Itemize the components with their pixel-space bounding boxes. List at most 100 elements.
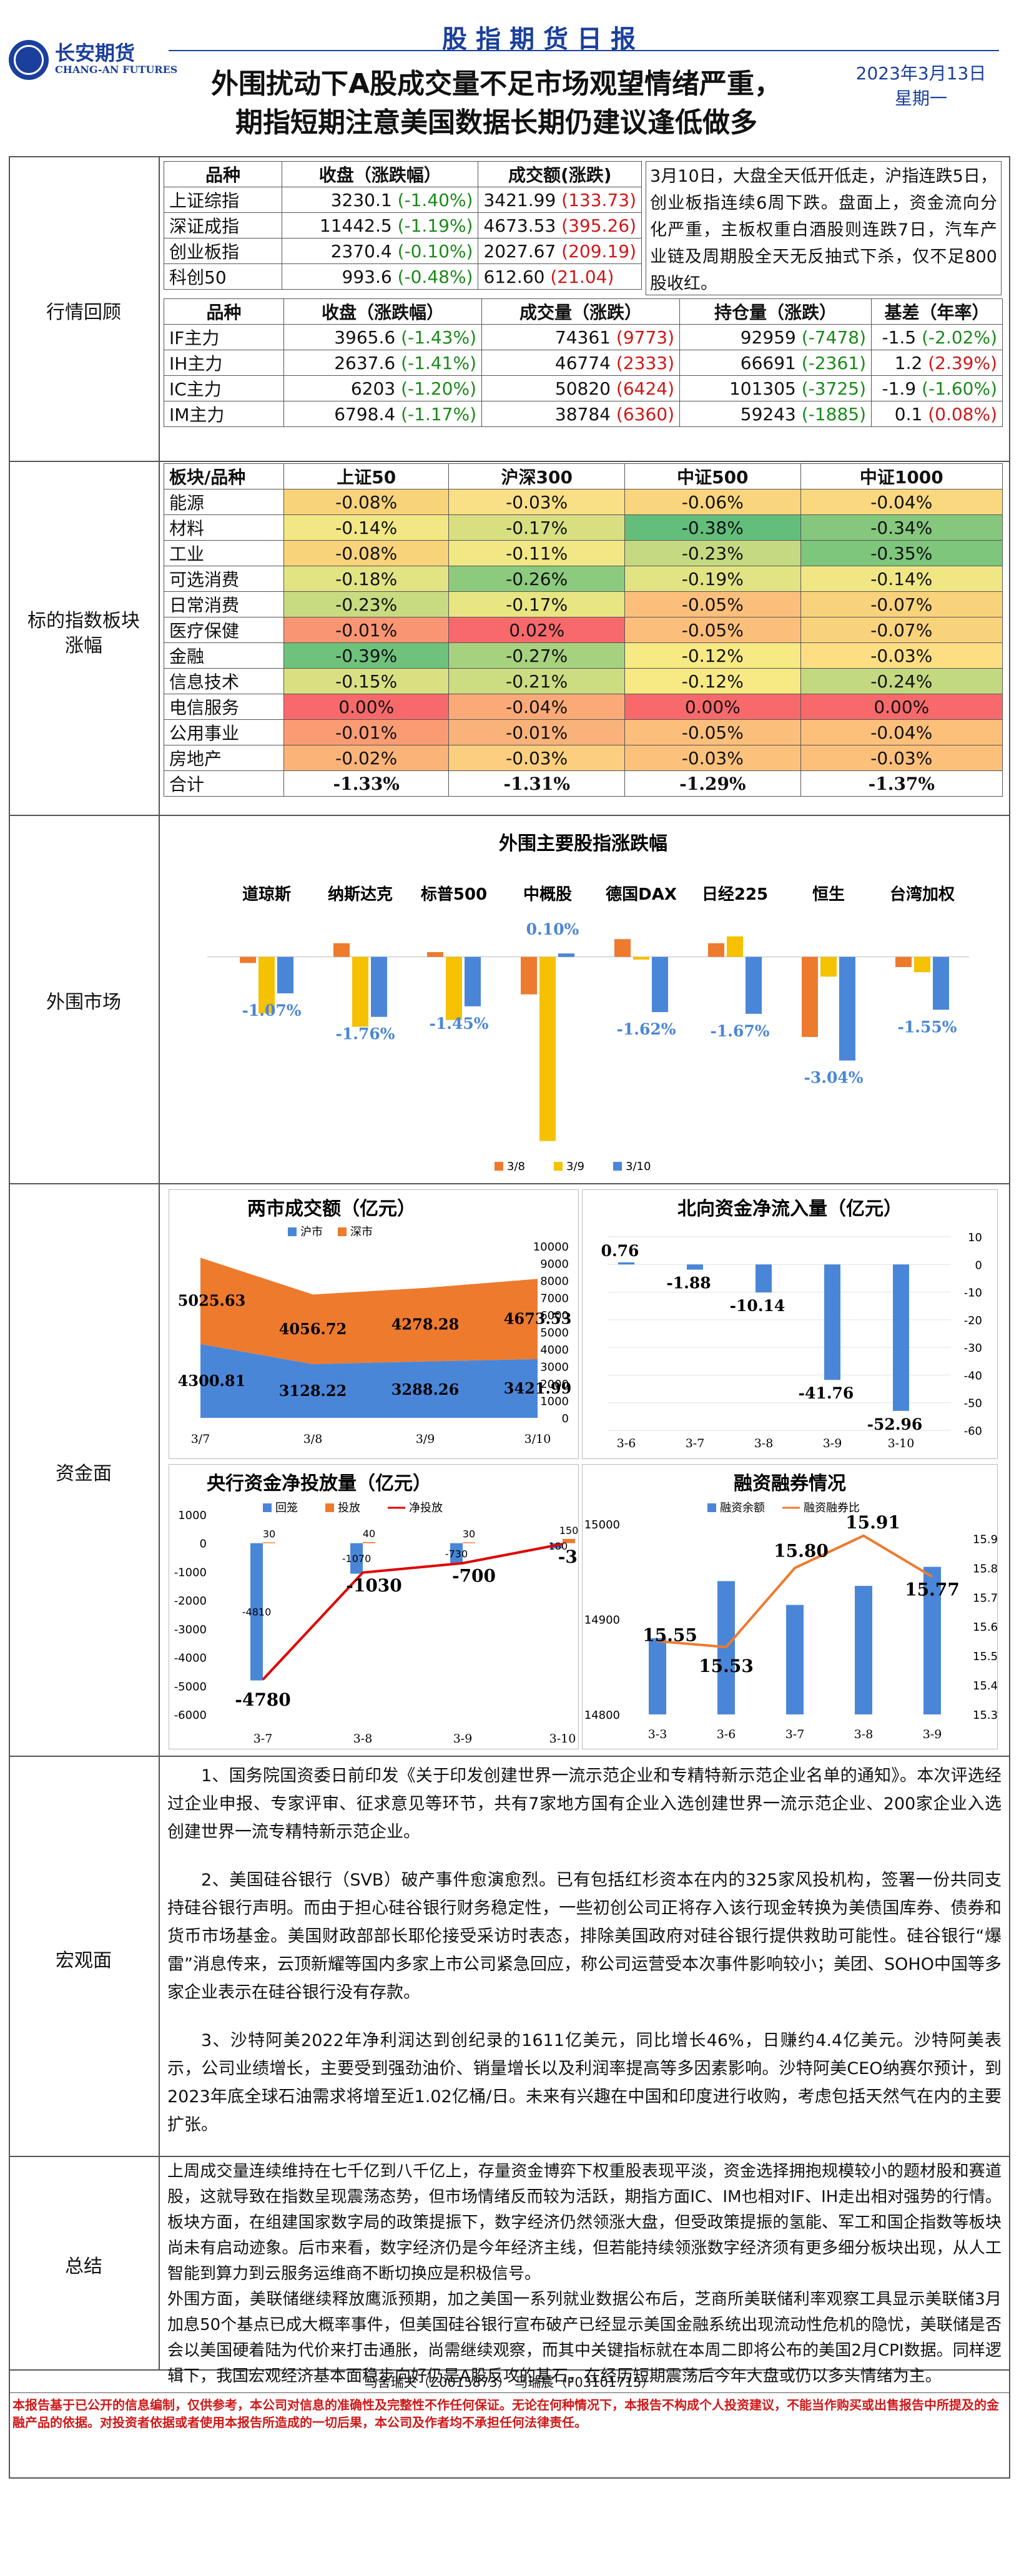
- sector-cell: -0.19%: [624, 566, 801, 592]
- x-tick-label: 3-3: [648, 1728, 667, 1741]
- turnover-chart-panel: 两市成交额（亿元） 0 1000 2000 3000 4000 5000 6000 7000 80…: [169, 1189, 579, 1459]
- sector-cell: -0.39%: [283, 642, 450, 669]
- footer-divider: [10, 2392, 1009, 2393]
- row-label: 深证成指: [163, 212, 283, 238]
- x-tick-label: 3-7: [686, 1437, 705, 1450]
- bar-3/10: [839, 956, 855, 1061]
- y-tick-label: -50: [964, 1397, 982, 1410]
- sector-cell: 0.00%: [624, 694, 801, 720]
- change-value: (-1.60%): [922, 378, 997, 399]
- category-label: 日经225: [702, 885, 768, 904]
- change-value: (6360): [616, 403, 674, 425]
- analyst-line: 马舍瑞夫（Z0015873） 马瑞宸（F03101715）: [364, 2375, 655, 2390]
- data-label: -52.96: [867, 1415, 923, 1433]
- change-value: (395.26): [561, 215, 636, 236]
- data-label: -4780: [235, 1689, 291, 1710]
- sector-cell: -0.07%: [800, 617, 1003, 643]
- x-tick-label: 3-6: [717, 1728, 736, 1741]
- legend-label: 3/9: [566, 1160, 584, 1173]
- line-净投放: [262, 1543, 563, 1681]
- data-label: 5025.63: [178, 1292, 246, 1310]
- section-label-funds: 资金面: [56, 1463, 112, 1485]
- sector-cell: -0.27%: [448, 642, 626, 669]
- y-tick-label: -2000: [174, 1595, 207, 1608]
- column-header: 收盘（涨跌幅）: [282, 161, 479, 187]
- change-value: (2.39%): [928, 352, 997, 373]
- column-header: 品种: [163, 161, 283, 187]
- x-tick-label: 3/7: [191, 1432, 210, 1446]
- bar-3/8: [614, 939, 631, 957]
- y-tick-label: 1000: [178, 1509, 207, 1522]
- data-label: -1.67%: [710, 1022, 769, 1040]
- y-tick-label: 0: [562, 1412, 569, 1425]
- legend-label: 沪市: [300, 1226, 323, 1239]
- legend-label: 净投放: [409, 1502, 443, 1515]
- category-label: 德国DAX: [606, 885, 677, 904]
- category-label: 台湾加权: [890, 885, 955, 904]
- table-cell: 4673.53 (395.26): [478, 212, 642, 238]
- change-value: (-0.48%): [397, 266, 473, 287]
- category-label: 纳斯达克: [328, 885, 393, 904]
- bar-3/10: [277, 956, 293, 994]
- report-date: 2023年3月13日: [855, 63, 987, 84]
- bar-3/10: [652, 956, 668, 1013]
- margin-chart: 融资融券情况 15000 14900 14800 15.9 15.8 15.7 15.6 15.…: [584, 1473, 998, 1741]
- bar-投放: [363, 1541, 375, 1543]
- y-tick-label: 10: [968, 1231, 982, 1244]
- report-frame: [9, 156, 1010, 2479]
- table-row: 信息技术 -0.15% -0.21% -0.12% -0.24%: [164, 668, 1003, 694]
- change-value: (-1.17%): [401, 403, 476, 425]
- row-label: 合计: [164, 770, 284, 797]
- row-label: IF主力: [164, 324, 284, 350]
- x-tick-label: 3-9: [923, 1728, 942, 1741]
- bar-融资余额: [786, 1605, 804, 1714]
- table-row: 房地产 -0.02% -0.03% -0.03% -0.03%: [164, 745, 1003, 771]
- x-tick-label: 3-7: [785, 1728, 805, 1741]
- bar-回笼: [450, 1543, 463, 1565]
- sector-cell: -0.03%: [800, 642, 1003, 669]
- table-cell: 101305 (-3725): [679, 375, 872, 401]
- sector-cell: -0.07%: [800, 591, 1003, 617]
- table-row: IH主力 2637.6 (-1.41%) 46774 (2333) 66691 (-2…: [164, 350, 1003, 376]
- change-value: (-1.19%): [397, 215, 473, 236]
- bar: [756, 1264, 772, 1293]
- table-cell: 38784 (6360): [481, 401, 680, 427]
- x-tick-label: 3-8: [353, 1732, 373, 1746]
- section-label-macro: 宏观面: [56, 1950, 112, 1972]
- sector-cell: -0.17%: [448, 591, 626, 617]
- turnover-chart: 两市成交额（亿元） 0 1000 2000 3000 4000 5000 6000 7000 80…: [178, 1198, 572, 1446]
- bar-3/9: [727, 936, 743, 957]
- table-row: 金融 -0.39% -0.27% -0.12% -0.03%: [164, 642, 1003, 669]
- y-tick-label: 4000: [540, 1344, 569, 1357]
- y-tick-label: -6000: [174, 1709, 207, 1722]
- macro-paragraph: 3、沙特阿美2022年净利润达到创纪录的1611亿美元，同比增长46%，日赚约4…: [167, 2031, 1002, 2135]
- sector-cell: -0.01%: [283, 617, 450, 643]
- sector-cell: -0.04%: [800, 719, 1003, 745]
- row-label: IH主力: [164, 350, 284, 376]
- y-tick-label: 0: [975, 1259, 982, 1272]
- chart-title: 外围主要股指涨跌幅: [499, 833, 667, 855]
- table-cell: 2637.6 (-1.41%): [283, 350, 482, 376]
- logo-ring-icon: [14, 45, 44, 75]
- bar-3/9: [539, 956, 556, 1141]
- table-cell: 3421.99 (133.73): [478, 187, 642, 213]
- data-label: 150: [559, 1525, 578, 1536]
- y-tick-label: 5000: [540, 1327, 569, 1340]
- row-label: 信息技术: [164, 668, 284, 694]
- table-cell: 6798.4 (-1.17%): [283, 401, 482, 427]
- row-label: 医疗保健: [164, 617, 284, 643]
- table-row: IF主力 3965.6 (-1.43%) 74361 (9773) 92959 (-7…: [164, 324, 1003, 350]
- label-column-divider: [159, 156, 160, 2369]
- section-divider: [9, 461, 1010, 462]
- report-weekday: 星期一: [894, 88, 947, 109]
- column-header: 板块/品种: [164, 463, 284, 489]
- pboc-chart: 央行资金净投放量（亿元） 1000 0 -1000 -2000 -3000 -4000 -50…: [174, 1473, 590, 1746]
- sector-cell: -0.17%: [448, 514, 626, 541]
- legend-label: 回笼: [275, 1502, 298, 1515]
- data-label: -1.62%: [616, 1020, 676, 1038]
- legend-label: 深市: [350, 1226, 373, 1239]
- disclaimer: 本报告基于已公开的信息编制，仅供参考，本公司对信息的准确性及完整性不作任何保证。…: [12, 2397, 999, 2430]
- x-tick-label: 3-10: [549, 1732, 576, 1746]
- data-label: 30: [263, 1528, 275, 1540]
- section-label-overseas: 外围市场: [46, 991, 121, 1013]
